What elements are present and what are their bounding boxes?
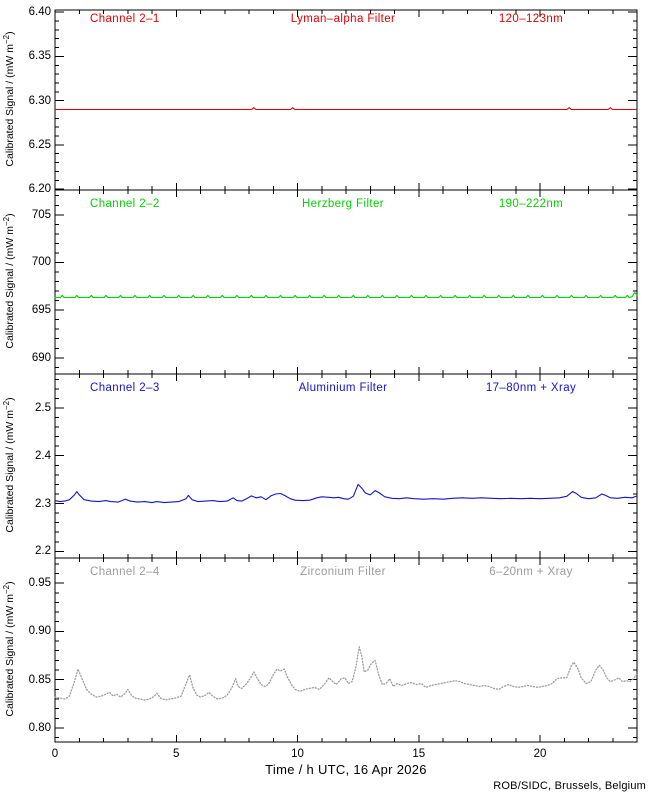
x-tick-label: 20 bbox=[533, 748, 547, 760]
panel-3-channel-label: Channel 2–3 bbox=[90, 382, 160, 394]
panel-3-filter-label: Aluminium Filter bbox=[298, 382, 388, 394]
credit-text: ROB/SIDC, Brussels, Belgium bbox=[493, 780, 646, 792]
x-axis-title: Time / h UTC, 16 Apr 2026 bbox=[265, 762, 427, 777]
y-axis-label-text: Calibrated Signal / (mW m bbox=[4, 226, 16, 349]
y-axis-label-superscript: −2 bbox=[2, 34, 11, 45]
y-tick-label: 6.40 bbox=[28, 6, 51, 19]
x-tick-label: 0 bbox=[51, 748, 59, 760]
y-tick-label: 2.4 bbox=[35, 449, 51, 462]
y-tick-label: 690 bbox=[31, 351, 51, 364]
y-axis-label-close: ) bbox=[4, 31, 16, 35]
panel-4-frame bbox=[54, 557, 638, 743]
y-tick-label: 0.85 bbox=[28, 673, 51, 686]
series-line-channel-2-2 bbox=[54, 291, 638, 298]
x-tick-label: 15 bbox=[412, 748, 426, 760]
y-axis-label-text: Calibrated Signal / (mW m bbox=[4, 410, 16, 533]
panel-4-filter-label: Zirconium Filter bbox=[300, 566, 386, 578]
panel-4-channel-label: Channel 2–4 bbox=[90, 566, 160, 578]
y-tick-label: 2.2 bbox=[35, 545, 51, 558]
y-tick-label: 6.25 bbox=[28, 138, 51, 151]
y-tick-label: 0.80 bbox=[28, 721, 51, 734]
panel-1-filter-label: Lyman–alpha Filter bbox=[290, 13, 396, 25]
y-tick-label: 705 bbox=[31, 208, 51, 221]
y-axis-label-close: ) bbox=[4, 397, 16, 401]
panel-2-band-label: 190–222nm bbox=[498, 198, 564, 210]
y-tick-label: 2.3 bbox=[35, 497, 51, 510]
panel-4-band-label: 6–20nm + Xray bbox=[489, 566, 573, 578]
y-axis-label-panel-3: Calibrated Signal / (mW m−2) bbox=[0, 365, 16, 565]
panel-2-filter-label: Herzberg Filter bbox=[301, 198, 385, 210]
y-tick-label: 695 bbox=[31, 304, 51, 317]
x-tick-label: 10 bbox=[291, 748, 304, 760]
panel-1-frame bbox=[54, 9, 638, 191]
y-tick-label: 0.95 bbox=[28, 577, 51, 590]
panel-3-frame bbox=[54, 373, 638, 559]
panel-1-band-label: 120–123nm bbox=[498, 13, 564, 25]
y-tick-label: 700 bbox=[31, 256, 51, 269]
panel-1-channel-label: Channel 2–1 bbox=[90, 13, 160, 25]
y-axis-label-text: Calibrated Signal / (mW m bbox=[4, 594, 16, 717]
panel-2-frame bbox=[54, 189, 638, 375]
y-tick-label: 6.35 bbox=[28, 50, 51, 63]
series-line-channel-2-4 bbox=[54, 646, 638, 701]
y-tick-label: 6.20 bbox=[28, 183, 51, 196]
series-line-channel-2-1 bbox=[54, 107, 638, 111]
series-line-channel-2-3 bbox=[54, 483, 638, 504]
panel-2-channel-label: Channel 2–2 bbox=[90, 198, 160, 210]
y-tick-label: 6.30 bbox=[28, 94, 51, 107]
panel-3-band-label: 17–80nm + Xray bbox=[485, 382, 577, 394]
y-tick-label: 2.5 bbox=[35, 401, 51, 414]
x-tick-label: 5 bbox=[173, 748, 180, 760]
y-tick-label: 0.90 bbox=[28, 625, 51, 638]
